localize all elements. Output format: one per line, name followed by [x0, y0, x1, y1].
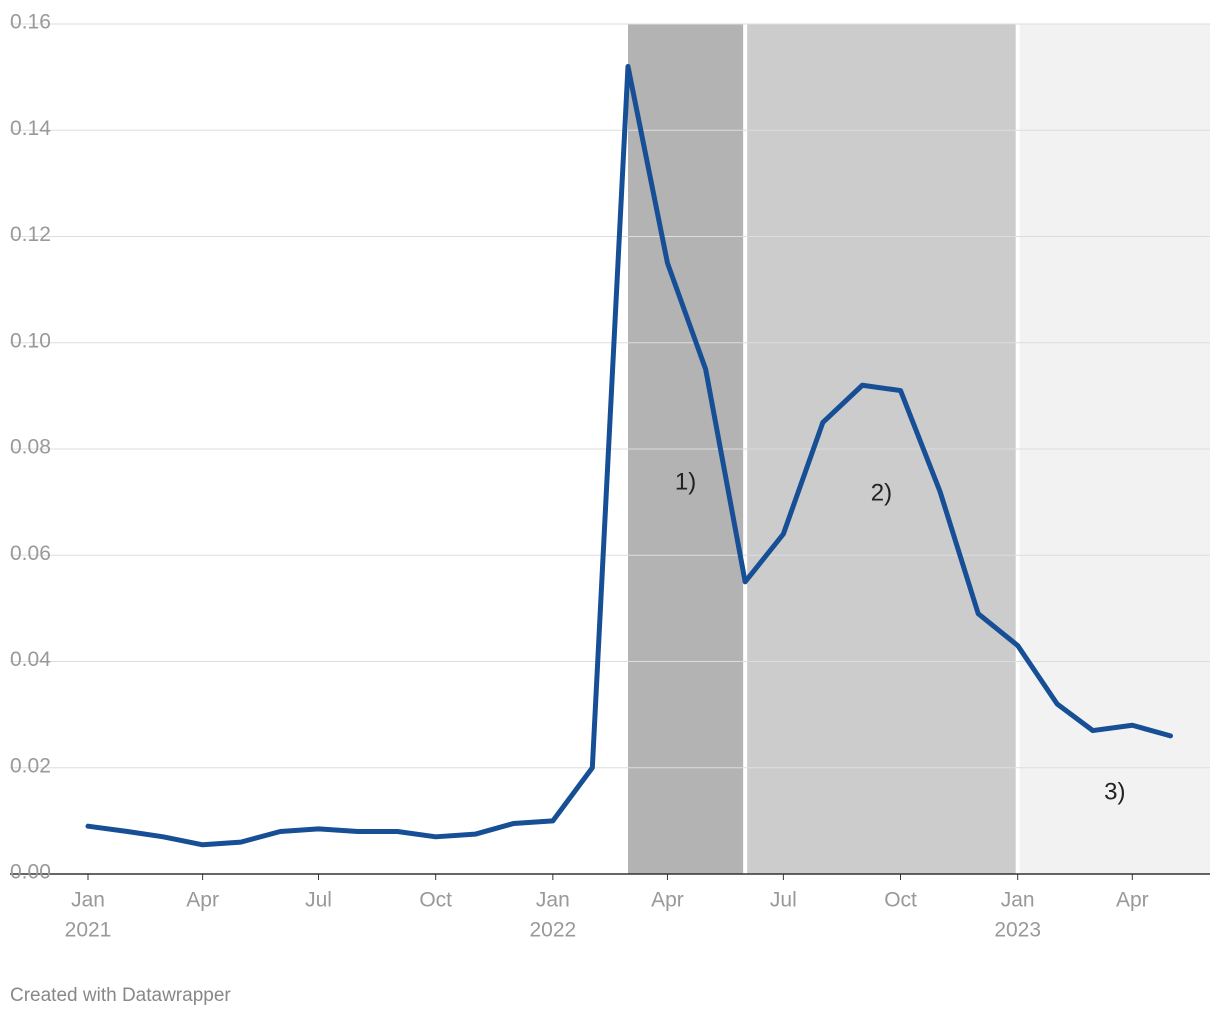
x-tick-label: Apr	[651, 889, 684, 912]
region-label: 3)	[1104, 778, 1125, 805]
y-tick-label: 0.08	[10, 436, 51, 459]
y-tick-label: 0.10	[10, 329, 51, 352]
x-tick-label: Oct	[419, 889, 452, 912]
x-tick-label: Jan	[536, 889, 570, 912]
x-tick-year: 2023	[994, 919, 1041, 942]
y-tick-label: 0.06	[10, 542, 51, 565]
y-tick-label: 0.14	[10, 117, 51, 140]
x-tick-label: Jan	[71, 889, 105, 912]
y-tick-label: 0.04	[10, 648, 51, 671]
x-tick-label: Jan	[1001, 889, 1035, 912]
y-tick-label: 0.00	[10, 861, 51, 884]
x-tick-label: Jul	[305, 889, 332, 912]
x-tick-label: Apr	[1116, 889, 1149, 912]
x-tick-label: Apr	[186, 889, 219, 912]
credit: Created with Datawrapper	[10, 985, 231, 1006]
x-tick-label: Oct	[884, 889, 917, 912]
region-label: 1)	[675, 468, 696, 495]
x-tick-year: 2021	[65, 919, 112, 942]
line-series	[85, 64, 1174, 848]
x-tick-year: 2022	[529, 919, 576, 942]
y-tick-label: 0.12	[10, 223, 51, 246]
y-tick-label: 0.02	[10, 754, 51, 777]
x-tick-label: Jul	[770, 889, 797, 912]
region-label: 2)	[871, 479, 892, 506]
y-tick-label: 0.16	[10, 11, 51, 34]
